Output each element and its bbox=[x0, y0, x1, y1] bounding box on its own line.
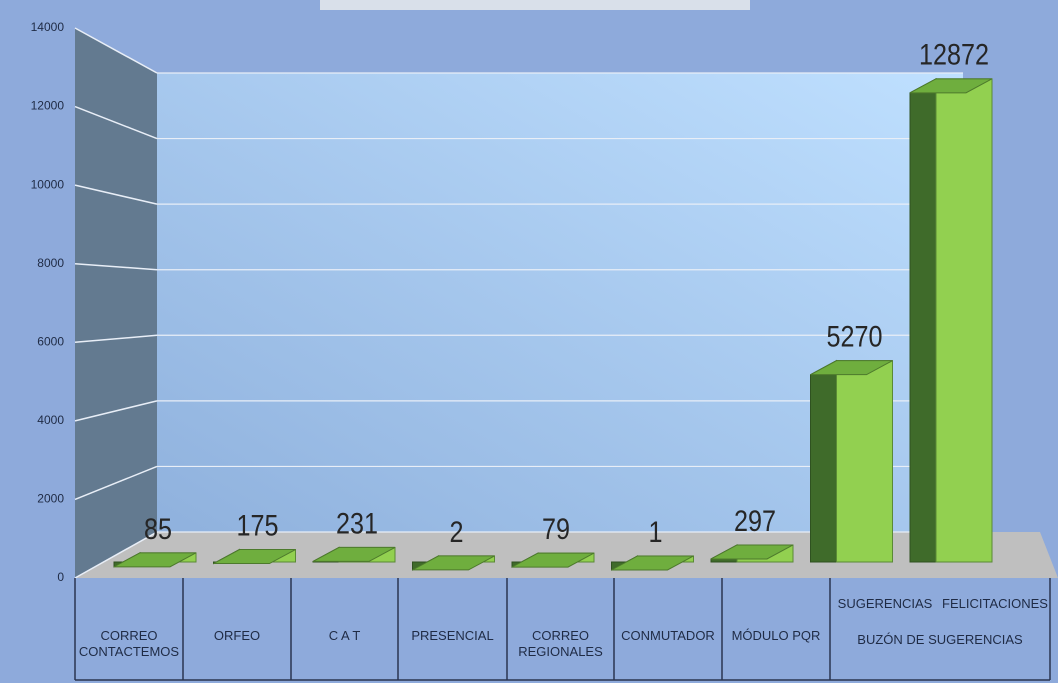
value-label: 297 bbox=[734, 505, 776, 538]
bar-top bbox=[810, 360, 893, 376]
x-tick-label: MÓDULO PQR bbox=[731, 628, 821, 643]
bar-top bbox=[113, 552, 197, 568]
y-tick-label: 4000 bbox=[37, 413, 64, 427]
x-tick-label: CORREO REGIONALES bbox=[518, 628, 603, 659]
grid-line bbox=[74, 531, 158, 579]
y-tick-label: 12000 bbox=[31, 99, 65, 113]
y-tick-label: 10000 bbox=[31, 177, 65, 191]
grid-line bbox=[74, 105, 158, 140]
value-label: 2 bbox=[450, 516, 464, 549]
y-tick-label: 2000 bbox=[37, 492, 64, 506]
bar-top bbox=[611, 555, 694, 571]
bar-top bbox=[511, 552, 595, 568]
side-wall bbox=[75, 28, 157, 578]
x-tick-label: FELICITACIONES bbox=[942, 596, 1048, 611]
bar-top bbox=[412, 555, 495, 571]
grid-line bbox=[74, 27, 158, 74]
x-tick-label: SUGERENCIAS bbox=[837, 596, 933, 611]
back-wall bbox=[157, 73, 963, 532]
y-tick-label: 0 bbox=[57, 570, 64, 584]
bar bbox=[935, 78, 993, 563]
grid-line bbox=[74, 184, 158, 205]
value-label: 1 bbox=[649, 516, 663, 549]
value-label: 79 bbox=[542, 513, 570, 546]
bar-side bbox=[909, 77, 937, 563]
bar-top bbox=[213, 549, 296, 565]
bar bbox=[836, 360, 893, 563]
grid-line bbox=[74, 262, 158, 271]
y-tick-label: 14000 bbox=[31, 20, 65, 34]
bar-top bbox=[909, 78, 993, 94]
group-label: BUZÓN DE SUGERENCIAS bbox=[857, 632, 1023, 647]
x-tick-label: PRESENCIAL bbox=[411, 628, 494, 643]
x-tick-label: ORFEO bbox=[213, 628, 261, 643]
top-shadow bbox=[320, 0, 750, 10]
y-tick-label: 8000 bbox=[37, 256, 64, 270]
x-tick-label: C A T bbox=[328, 628, 361, 643]
value-label: 231 bbox=[336, 507, 378, 540]
x-tick-label: CONMUTADOR bbox=[621, 628, 715, 643]
grid-line bbox=[74, 334, 158, 344]
value-label: 85 bbox=[144, 513, 172, 546]
x-tick-label: CORREO CONTACTEMOS bbox=[78, 628, 180, 659]
bar-top bbox=[710, 544, 794, 560]
grid-line bbox=[74, 400, 158, 422]
y-tick-label: 6000 bbox=[37, 334, 64, 348]
value-label: 175 bbox=[237, 509, 279, 542]
value-label: 12872 bbox=[919, 39, 989, 72]
bar-side bbox=[810, 359, 837, 563]
bar-top bbox=[312, 546, 396, 562]
value-label: 5270 bbox=[827, 321, 883, 354]
grid-line bbox=[74, 465, 158, 501]
